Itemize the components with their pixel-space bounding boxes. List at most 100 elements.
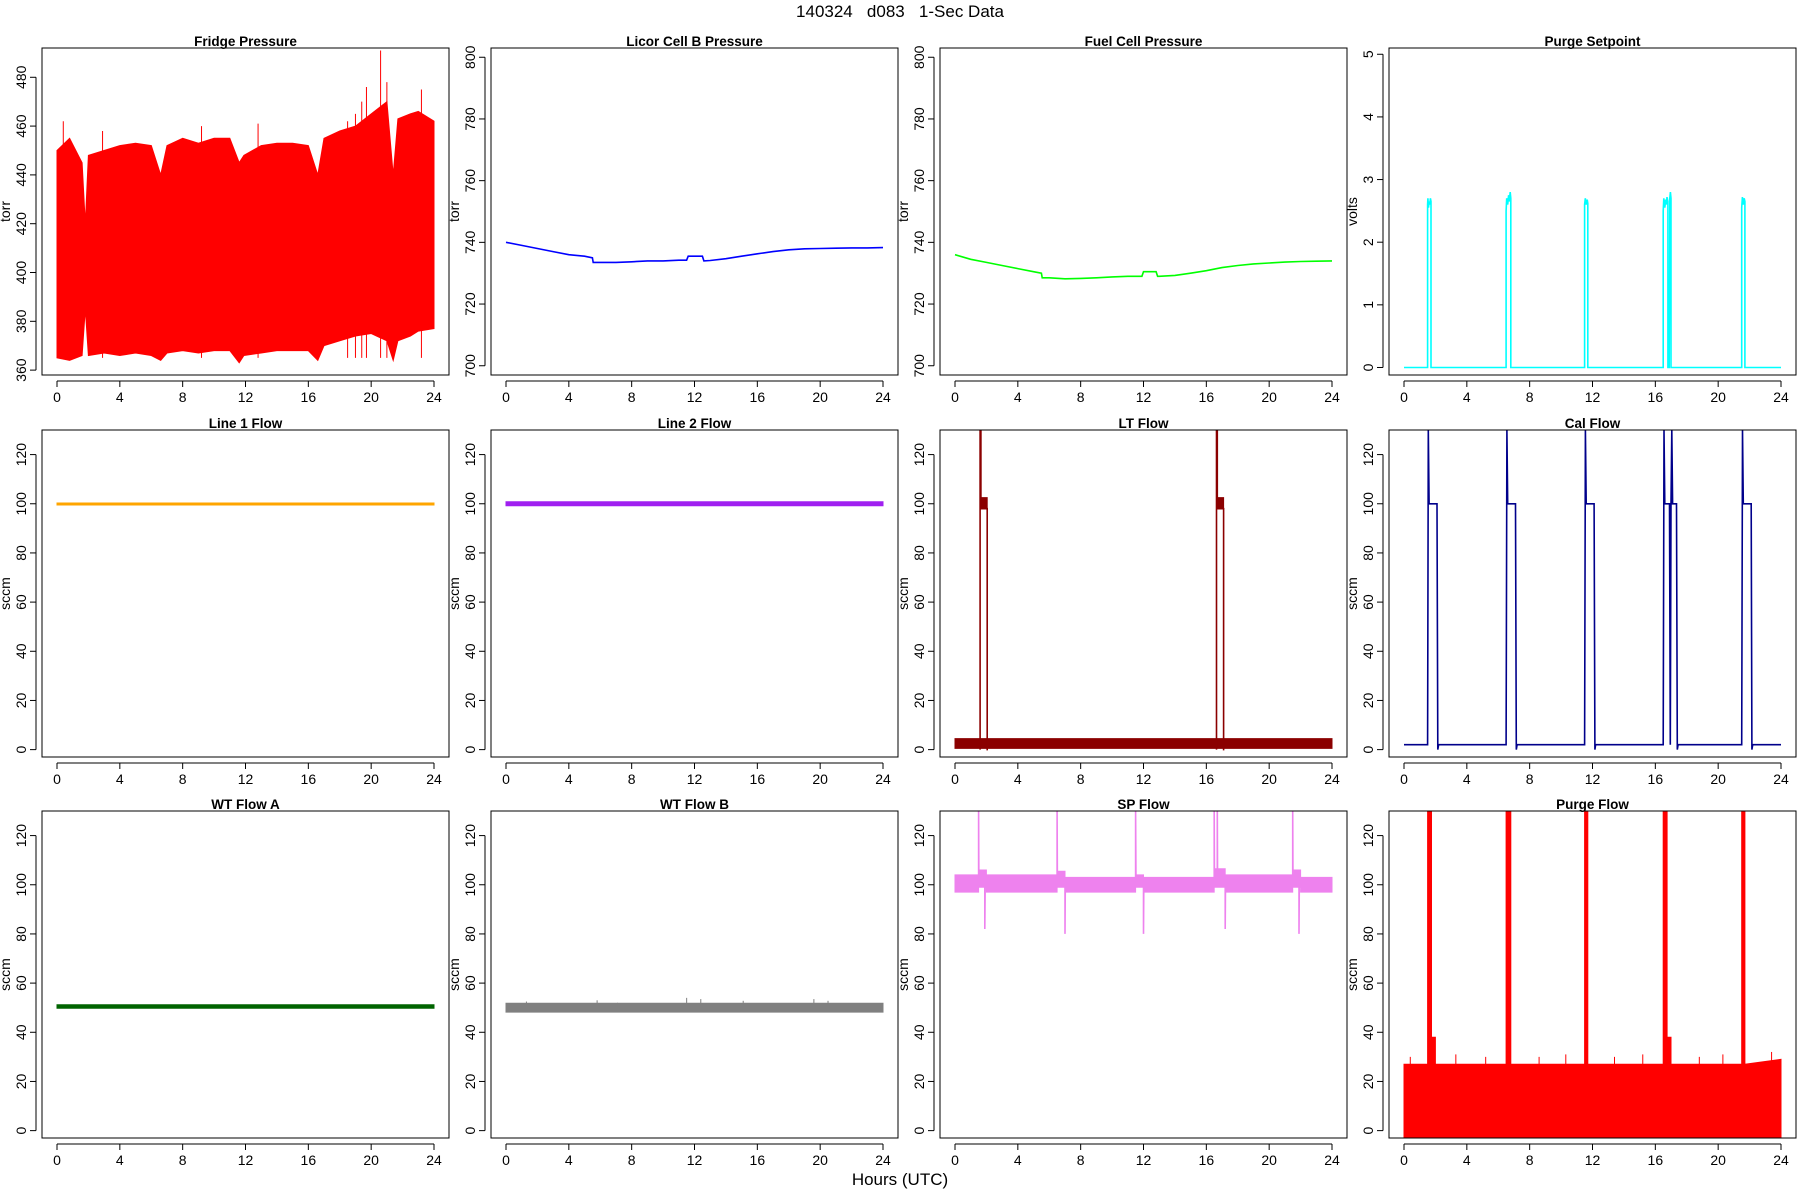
y-tick-label: 20 <box>1360 692 1376 708</box>
x-tick-label: 4 <box>1014 1152 1022 1168</box>
y-tick-label: 1 <box>1360 301 1376 309</box>
x-tick-label: 12 <box>1585 389 1601 405</box>
x-tick-label: 0 <box>502 1152 510 1168</box>
panel-title: WT Flow B <box>660 797 729 812</box>
plot-frame <box>41 810 450 1139</box>
chart-panel: Purge Flow 0 4 8 12 16 20 24 0 20 40 60 80 100 120 sccm <box>1344 797 1797 1168</box>
x-tick-label: 4 <box>565 771 573 787</box>
x-tick-label: 16 <box>301 771 317 787</box>
y-tick-label: 120 <box>911 443 927 467</box>
y-tick-label: 20 <box>911 1073 927 1089</box>
x-tick-label: 20 <box>363 389 379 405</box>
plot-data <box>1403 811 1782 1138</box>
x-tick-label: 24 <box>1773 389 1789 405</box>
y-tick-label: 700 <box>462 354 478 378</box>
x-tick-label: 16 <box>1648 389 1664 405</box>
y-tick-label: 420 <box>13 212 29 236</box>
x-tick-label: 20 <box>812 1152 828 1168</box>
y-tick-label: 440 <box>13 163 29 187</box>
y-tick-label: 100 <box>13 873 29 897</box>
y-tick-label: 120 <box>462 824 478 848</box>
chart-panel: Line 2 Flow 0 4 8 12 16 20 24 0 20 40 60 80 100 120 scc… <box>446 416 899 787</box>
y-tick-label: 2 <box>1360 238 1376 246</box>
x-tick-label: 24 <box>875 1152 891 1168</box>
y-axis-label: sccm <box>446 958 462 991</box>
y-tick-label: 780 <box>911 107 927 131</box>
x-tick-label: 4 <box>565 389 573 405</box>
plot-frame <box>939 810 1348 1139</box>
plot-data <box>954 430 1333 751</box>
y-tick-label: 780 <box>462 107 478 131</box>
plot-data <box>56 1004 435 1009</box>
y-tick-label: 100 <box>1360 873 1376 897</box>
y-tick-label: 40 <box>911 643 927 659</box>
x-tick-label: 16 <box>750 771 766 787</box>
y-tick-label: 40 <box>462 1024 478 1040</box>
series-line <box>977 811 1301 934</box>
y-tick-label: 120 <box>911 824 927 848</box>
y-tick-label: 720 <box>462 292 478 316</box>
x-tick-label: 0 <box>1400 1152 1408 1168</box>
series-line <box>505 241 884 264</box>
series-band <box>505 501 884 507</box>
x-tick-label: 0 <box>951 771 959 787</box>
chart-panel: SP Flow 0 4 8 12 16 20 24 0 20 40 60 80 100 120 sccm <box>895 797 1348 1168</box>
y-tick-label: 3 <box>1360 175 1376 183</box>
x-tick-label: 16 <box>1648 771 1664 787</box>
x-tick-label: 4 <box>565 1152 573 1168</box>
plot-data <box>1404 430 1781 750</box>
y-tick-label: 60 <box>911 594 927 610</box>
y-tick-label: 20 <box>13 1073 29 1089</box>
y-tick-label: 100 <box>462 873 478 897</box>
y-tick-label: 20 <box>462 692 478 708</box>
y-tick-label: 60 <box>13 594 29 610</box>
x-tick-label: 8 <box>628 771 636 787</box>
x-tick-label: 12 <box>1136 389 1152 405</box>
y-tick-label: 60 <box>13 975 29 991</box>
series-band <box>56 502 435 506</box>
y-tick-label: 0 <box>1360 1127 1376 1135</box>
panel-title: SP Flow <box>1117 797 1170 812</box>
plot-frame <box>1388 810 1797 1139</box>
x-tick-label: 8 <box>1526 389 1534 405</box>
x-tick-label: 4 <box>1014 771 1022 787</box>
x-tick-label: 0 <box>951 1152 959 1168</box>
y-tick-label: 20 <box>13 692 29 708</box>
x-tick-label: 12 <box>238 1152 254 1168</box>
y-tick-label: 40 <box>1360 643 1376 659</box>
y-tick-label: 0 <box>462 1127 478 1135</box>
y-tick-label: 40 <box>13 643 29 659</box>
x-tick-label: 8 <box>628 389 636 405</box>
x-tick-label: 12 <box>1136 1152 1152 1168</box>
y-axis-label: sccm <box>446 577 462 610</box>
x-tick-label: 16 <box>301 1152 317 1168</box>
y-tick-label: 800 <box>462 45 478 69</box>
series-band <box>980 497 988 510</box>
y-axis-label: sccm <box>895 958 911 991</box>
x-tick-label: 0 <box>53 771 61 787</box>
y-tick-label: 360 <box>13 358 29 382</box>
y-axis-label: sccm <box>1344 577 1360 610</box>
x-tick-label: 8 <box>179 1152 187 1168</box>
series-band <box>56 1004 435 1009</box>
x-tick-label: 20 <box>1261 771 1277 787</box>
x-tick-label: 0 <box>951 389 959 405</box>
y-axis-label: sccm <box>1344 958 1360 991</box>
x-tick-label: 16 <box>1648 1152 1664 1168</box>
y-tick-label: 80 <box>13 545 29 561</box>
plot-frame <box>939 429 1348 758</box>
series-line <box>1404 192 1781 369</box>
x-tick-label: 8 <box>628 1152 636 1168</box>
plot-frame <box>939 47 1348 376</box>
x-tick-label: 8 <box>1077 771 1085 787</box>
x-tick-label: 20 <box>1261 389 1277 405</box>
y-tick-label: 100 <box>911 492 927 516</box>
x-tick-label: 12 <box>1585 1152 1601 1168</box>
chart-panel: WT Flow A 0 4 8 12 16 20 24 0 20 40 60 80 100 120 sccm <box>0 797 450 1168</box>
chart-panel: LT Flow 0 4 8 12 16 20 24 0 20 40 60 80 100 120 sccm <box>895 416 1348 787</box>
x-tick-label: 24 <box>1324 771 1340 787</box>
x-tick-label: 4 <box>1014 389 1022 405</box>
y-tick-label: 0 <box>13 746 29 754</box>
